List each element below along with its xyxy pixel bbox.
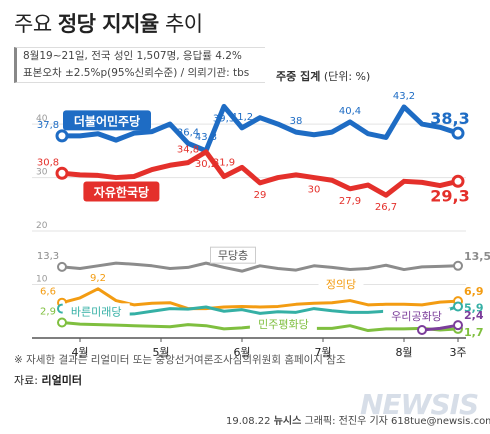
survey-line-2: 표본오차 ±2.5%p(95%신뢰수준) / 의뢰기관: tbs [23, 67, 250, 79]
series-name: 무당층 [218, 249, 248, 262]
series-start-point [57, 317, 67, 328]
data-label: 43,2 [393, 91, 415, 102]
data-label: 37,8 [37, 120, 59, 131]
series-name: 더불어민주당 [74, 113, 140, 128]
survey-info: 8월19~21일, 전국 성인 1,507명, 응답률 4.2% 표본오차 ±2… [14, 47, 265, 83]
y-tick-label: 30 [36, 168, 48, 178]
credit-date: 19.08.22 [226, 416, 271, 427]
data-label: 36,4 [177, 127, 199, 138]
data-label: 39,3 [213, 113, 235, 124]
y-tick-label: 10 [36, 275, 48, 285]
series-start-point [55, 166, 69, 180]
source-label: 자료: [14, 374, 38, 387]
series-line [59, 103, 461, 154]
series-line [60, 261, 460, 273]
data-label: 30 [308, 185, 321, 196]
source-name: 리얼미터 [41, 374, 82, 387]
survey-line-1: 8월19~21일, 전국 성인 1,507명, 응답률 4.2% [23, 50, 242, 62]
title-post: 추이 [164, 12, 203, 36]
series-line [59, 149, 461, 198]
watermark: NEWSIS [360, 388, 479, 421]
series-name: 바른미래당 [71, 305, 122, 318]
last-value-label: 38,3 [430, 109, 469, 128]
series-name-bg [210, 246, 256, 264]
grid: 10 20 30 40 4월 5월 6월 7월 8월 3주 [32, 114, 467, 359]
y-tick-label: 40 [36, 114, 48, 124]
series-badge [63, 110, 151, 131]
y-tick-label: 20 [36, 221, 48, 231]
series-end-point [451, 174, 465, 188]
series-name-bg [318, 276, 364, 293]
credit-agency: 뉴시스 [273, 416, 302, 427]
x-tick-label: 4월 [71, 346, 88, 359]
unit-bold: 주중 집계 [276, 70, 321, 83]
last-value-label: 13,5 [464, 250, 490, 263]
title-pre: 주요 [14, 12, 52, 36]
data-label: 29 [254, 190, 267, 201]
series-badge [83, 181, 160, 202]
x-tick-label: 8월 [395, 346, 412, 359]
data-label: 30,8 [37, 157, 59, 168]
x-tick-label: 3주 [449, 346, 466, 359]
x-tick-label: 7월 [314, 346, 331, 359]
data-label: 2,9 [40, 306, 56, 317]
x-tick-label: 5월 [152, 346, 169, 359]
data-label: 27,9 [339, 196, 361, 207]
series-end-point [453, 301, 463, 312]
series-name: 자유한국당 [94, 185, 149, 200]
page-title: 주요 정당 지지율 추이 [14, 8, 203, 38]
data-label: 31,9 [213, 157, 235, 168]
credit-rest: 그래픽: 전진우 기자 618tue@newsis.com [304, 416, 490, 427]
series-end-point [451, 126, 465, 140]
data-label: 34,8 [177, 145, 199, 156]
last-value-label: 29,3 [430, 186, 469, 205]
unit-label: 주중 집계 (단위: %) [276, 68, 370, 84]
footnote: ※ 자세한 결과는 리얼미터 또는 중앙선거여론조사심의위원회 홈페이지 참조 [14, 354, 346, 366]
data-label: 43,3 [195, 132, 217, 143]
x-tick-label: 6월 [233, 346, 250, 359]
data-label: 13,3 [37, 251, 59, 262]
data-label: 6,6 [40, 287, 56, 298]
last-value-label: 2,4 [464, 309, 484, 322]
last-value-label: 1,7 [464, 326, 484, 339]
data-label: 38 [290, 116, 303, 127]
series-lines [59, 103, 461, 333]
series-end-point [453, 260, 463, 271]
series-name: 우리공화당 [391, 310, 442, 323]
series-name-bg [249, 316, 317, 333]
series-start-point [57, 261, 67, 272]
last-value-label: 6,9 [464, 285, 484, 298]
series-line [420, 323, 460, 332]
last-value-label: 5,9 [464, 301, 484, 314]
credit: 19.08.22 뉴시스 그래픽: 전진우 기자 618tue@newsis.c… [226, 412, 490, 427]
series-start-point [55, 129, 69, 143]
series-start-point [417, 324, 427, 335]
data-label: 9,2 [90, 273, 106, 284]
series-name: 민주평화당 [258, 318, 309, 331]
series-name: 정의당 [326, 278, 356, 291]
data-label: 41,2 [231, 112, 253, 123]
series-name-bg [62, 303, 130, 320]
data-label: 30,2 [195, 159, 217, 170]
data-label: 40,4 [339, 106, 361, 117]
title-bold: 정당 지지율 [57, 12, 159, 36]
series-name-bg [383, 308, 451, 325]
unit-rest: (단위: %) [323, 70, 371, 83]
series-marks: 37,8 36,443,3 39,341,2 38 40,4 43,2 38,3 더불어민주당… [37, 91, 490, 339]
source: 자료: 리얼미터 [14, 372, 82, 388]
series-end-point [453, 320, 463, 331]
data-label: 26,7 [375, 202, 397, 213]
